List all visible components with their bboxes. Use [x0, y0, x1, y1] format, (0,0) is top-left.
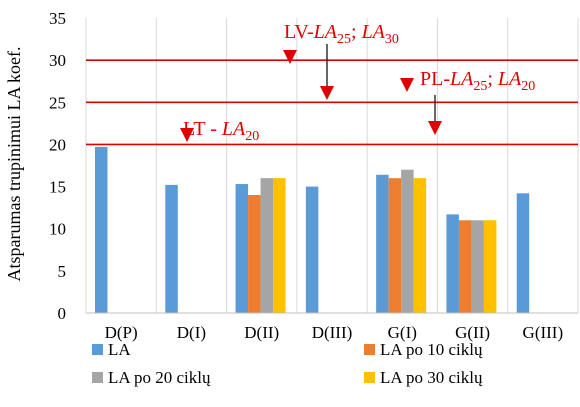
- annotation-lv-sep: ;: [351, 21, 362, 43]
- legend-label: LA po 20 ciklų: [108, 368, 211, 387]
- bar: [376, 174, 389, 313]
- x-tick-label: D(III): [312, 323, 353, 342]
- annotation-pl-sub: 25: [473, 79, 487, 94]
- legend-label: LA po 30 ciklų: [380, 368, 483, 387]
- y-tick-label: 20: [49, 135, 66, 154]
- y-tick-label: 5: [58, 262, 67, 281]
- annotation-pl-arrow-right-icon: [428, 121, 442, 135]
- y-axis-label: Atsparumas trupinimui LA koef.: [4, 47, 24, 282]
- annotation-lv-sub2: 30: [385, 32, 399, 47]
- x-tick-labels: D(P) D(I) D(II) D(III) G(I) G(II) G(III): [105, 323, 564, 342]
- bar: [165, 184, 178, 313]
- annotation-lt-prefix: LT -: [183, 118, 222, 140]
- grid-lines: [85, 18, 579, 313]
- x-tick-label: D(P): [105, 323, 138, 342]
- x-tick-label: G(I): [388, 323, 417, 342]
- annotation-lt: LT - LA20: [180, 118, 259, 144]
- annotation-lv-main: LA: [313, 21, 338, 43]
- legend-swatch: [92, 344, 103, 355]
- bar: [446, 214, 459, 313]
- annotation-pl: PL-LA25; LA20: [400, 68, 535, 135]
- legend-swatch: [364, 344, 375, 355]
- bar: [273, 178, 286, 313]
- annotation-pl-main2: LA: [497, 68, 522, 90]
- x-tick-label: D(II): [244, 323, 279, 342]
- annotation-lt-arrow-icon: [180, 128, 194, 142]
- bar: [388, 178, 402, 313]
- x-tick-label: G(III): [523, 323, 564, 342]
- bar: [235, 184, 249, 313]
- annotation-lv-arrow-left-icon: [283, 50, 297, 64]
- annotation-lv-arrow-right-icon: [320, 86, 334, 100]
- y-tick-label: 15: [49, 178, 66, 197]
- threshold-lines: [86, 59, 578, 146]
- bar: [483, 220, 497, 313]
- svg-text:LT - LA20: LT - LA20: [183, 118, 259, 144]
- annotation-lv: LV-LA25; LA30: [283, 21, 399, 100]
- y-tick-label: 10: [49, 220, 66, 239]
- bar: [95, 146, 108, 313]
- legend-swatch: [92, 372, 103, 383]
- legend-label: LA po 10 ciklų: [380, 340, 483, 359]
- legend: LA LA po 10 ciklų LA po 20 ciklų LA po 30 c…: [92, 340, 483, 387]
- bar: [305, 186, 319, 313]
- annotation-pl-main: LA: [449, 68, 474, 90]
- bars: [95, 146, 530, 313]
- annotation-lv-prefix: LV-: [284, 21, 314, 43]
- bar: [471, 220, 484, 313]
- annotation-lt-sub: 20: [245, 129, 259, 144]
- y-tick-label: 0: [58, 304, 67, 323]
- y-tick-label: 25: [49, 93, 66, 112]
- bar: [401, 169, 414, 313]
- annotation-lv-sub: 25: [337, 32, 351, 47]
- svg-text:PL-LA25; LA20: PL-LA25; LA20: [420, 68, 535, 94]
- annotation-pl-sub2: 20: [521, 79, 535, 94]
- legend-swatch: [364, 372, 375, 383]
- bar: [413, 178, 427, 313]
- bar: [458, 220, 472, 313]
- bar: [260, 178, 274, 313]
- annotation-lv-main2: LA: [361, 21, 386, 43]
- svg-text:LV-LA25; LA30: LV-LA25; LA30: [284, 21, 399, 47]
- annotation-pl-sep: ;: [487, 68, 498, 90]
- bar: [248, 195, 261, 313]
- legend-label: LA: [108, 340, 131, 359]
- y-tick-label: 30: [49, 51, 66, 70]
- annotation-pl-prefix: PL-: [420, 68, 450, 90]
- x-tick-label: G(II): [455, 323, 490, 342]
- y-tick-labels: 0 5 10 15 20 25 30 35: [49, 9, 66, 323]
- bar: [516, 193, 530, 313]
- annotation-pl-arrow-left-icon: [400, 78, 414, 92]
- x-tick-label: D(I): [177, 323, 206, 342]
- annotation-lt-main: LA: [221, 118, 246, 140]
- y-tick-label: 35: [49, 9, 66, 28]
